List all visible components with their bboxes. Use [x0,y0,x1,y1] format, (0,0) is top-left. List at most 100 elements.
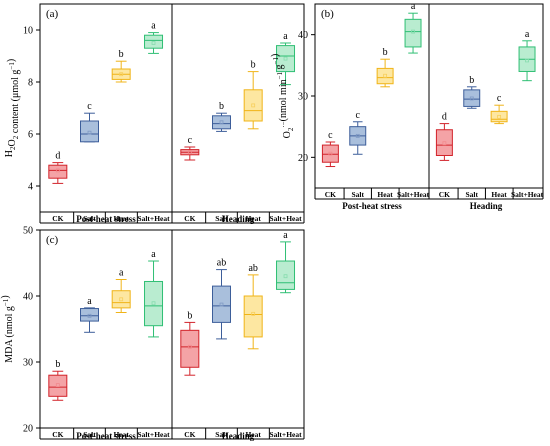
significance-letter: a [87,296,92,307]
box-iqr [212,285,231,323]
y-axis-label-part: 2 [9,146,17,150]
x-category-label: Heat [245,214,261,223]
y-axis-label-part: ) [6,59,17,62]
y-axis-label-part: −1 [2,298,10,306]
box-salt: c [80,101,99,143]
y-axis-label-part: 2 [287,127,295,131]
box-iqr [80,308,99,322]
mean-marker [383,73,388,78]
group-label: Heading [222,431,255,441]
y-axis-label-part: g [274,64,285,72]
x-category-label: Salt [215,214,228,223]
box-salt: ab [212,258,231,340]
y-axis-label: H2O2 content (μmol g−1) [4,59,21,157]
x-category-label: Salt+Heat [137,430,170,439]
significance-letter: c [328,130,333,141]
y-tick-label: 30 [298,92,308,103]
mean-marker [328,151,333,156]
y-axis-label-part: −1 [272,56,280,64]
y-axis-label: MDA (nmol g−1) [0,295,15,362]
significance-letter: b [219,101,224,112]
significance-letter: c [87,101,92,112]
box-salt: c [349,110,367,155]
significance-letter: b [383,47,388,58]
mean-marker [119,297,124,302]
y-tick-label: 50 [23,226,33,237]
x-category-label: Salt+Heat [269,430,302,439]
x-category-label: Salt [351,190,364,199]
box-heat: c [490,93,508,125]
x-category-label: Heat [245,430,261,439]
mean-marker [469,96,474,101]
significance-letter: a [283,230,288,241]
mean-marker [119,72,124,77]
mean-marker [187,344,192,349]
significance-letter: b [251,60,256,71]
box-salt: a [80,296,99,333]
group-label: Post-heat stress [76,431,136,441]
box-heat: b [111,49,131,83]
box-iqr [463,89,481,107]
significance-letter: b [187,310,192,321]
significance-letter: c [188,135,193,146]
y-tick-label: 30 [23,358,33,369]
x-category-label: Salt [83,430,96,439]
x-category-label: Salt+Heat [397,190,430,199]
group-label: Heading [222,214,255,224]
x-category-label: CK [184,214,195,223]
significance-letter: a [525,29,530,40]
y-axis-label-part: MDA (nmol g [4,306,15,363]
mean-marker [497,114,502,119]
box-ck: b [180,310,200,376]
y-axis-label-part: content (μmol g [10,70,21,136]
mean-marker [355,133,360,138]
mean-marker [55,383,60,388]
mean-marker [283,274,288,279]
mean-marker [55,168,60,173]
box-iqr [111,290,131,309]
mean-marker [219,302,224,307]
x-category-label: Heat [113,430,129,439]
x-category-label: Heat [113,214,129,223]
box-iqr [144,280,164,327]
mean-marker [442,141,447,146]
x-category-label: CK [184,430,195,439]
box-iqr [180,329,200,368]
x-category-label: Heat [491,190,507,199]
x-category-label: Salt+Heat [137,214,170,223]
y-axis-label-part: 2 [12,135,20,139]
significance-letter: d [442,112,447,123]
box-ck: d [435,112,453,161]
panel-label: (a) [46,8,59,20]
mean-marker [219,120,224,125]
y-tick-label: 6 [28,130,33,141]
panel-label: (c) [46,234,59,246]
significance-letter: a [151,249,156,260]
box-iqr [243,295,263,338]
x-category-label: Salt [83,214,96,223]
significance-letter: b [119,49,124,60]
significance-letter: c [497,93,502,104]
box-salt-heat: a [276,230,296,294]
box-salt-heat: a [404,1,422,54]
panel-label: (b) [321,8,334,20]
box-iqr [276,45,296,73]
significance-letter: a [283,31,288,42]
box-ck: d [48,151,68,184]
box-heat: ab [243,263,263,350]
x-category-label: Salt+Heat [269,214,302,223]
box-salt-heat: a [144,21,164,54]
x-category-label: Salt [465,190,478,199]
y-axis-label-part: ) [0,295,11,298]
significance-letter: ab [217,258,226,269]
mean-marker [87,130,92,135]
box-iqr [435,129,453,156]
significance-letter: a [119,268,124,279]
y-tick-label: 40 [298,30,308,41]
y-axis-label-part: ) [270,54,281,57]
y-axis-label-part: O [7,139,18,146]
x-category-label: Salt [215,430,228,439]
box-iqr [376,67,394,85]
y-axis-label: O2·−(nmol min−1 g−1) [270,54,295,139]
